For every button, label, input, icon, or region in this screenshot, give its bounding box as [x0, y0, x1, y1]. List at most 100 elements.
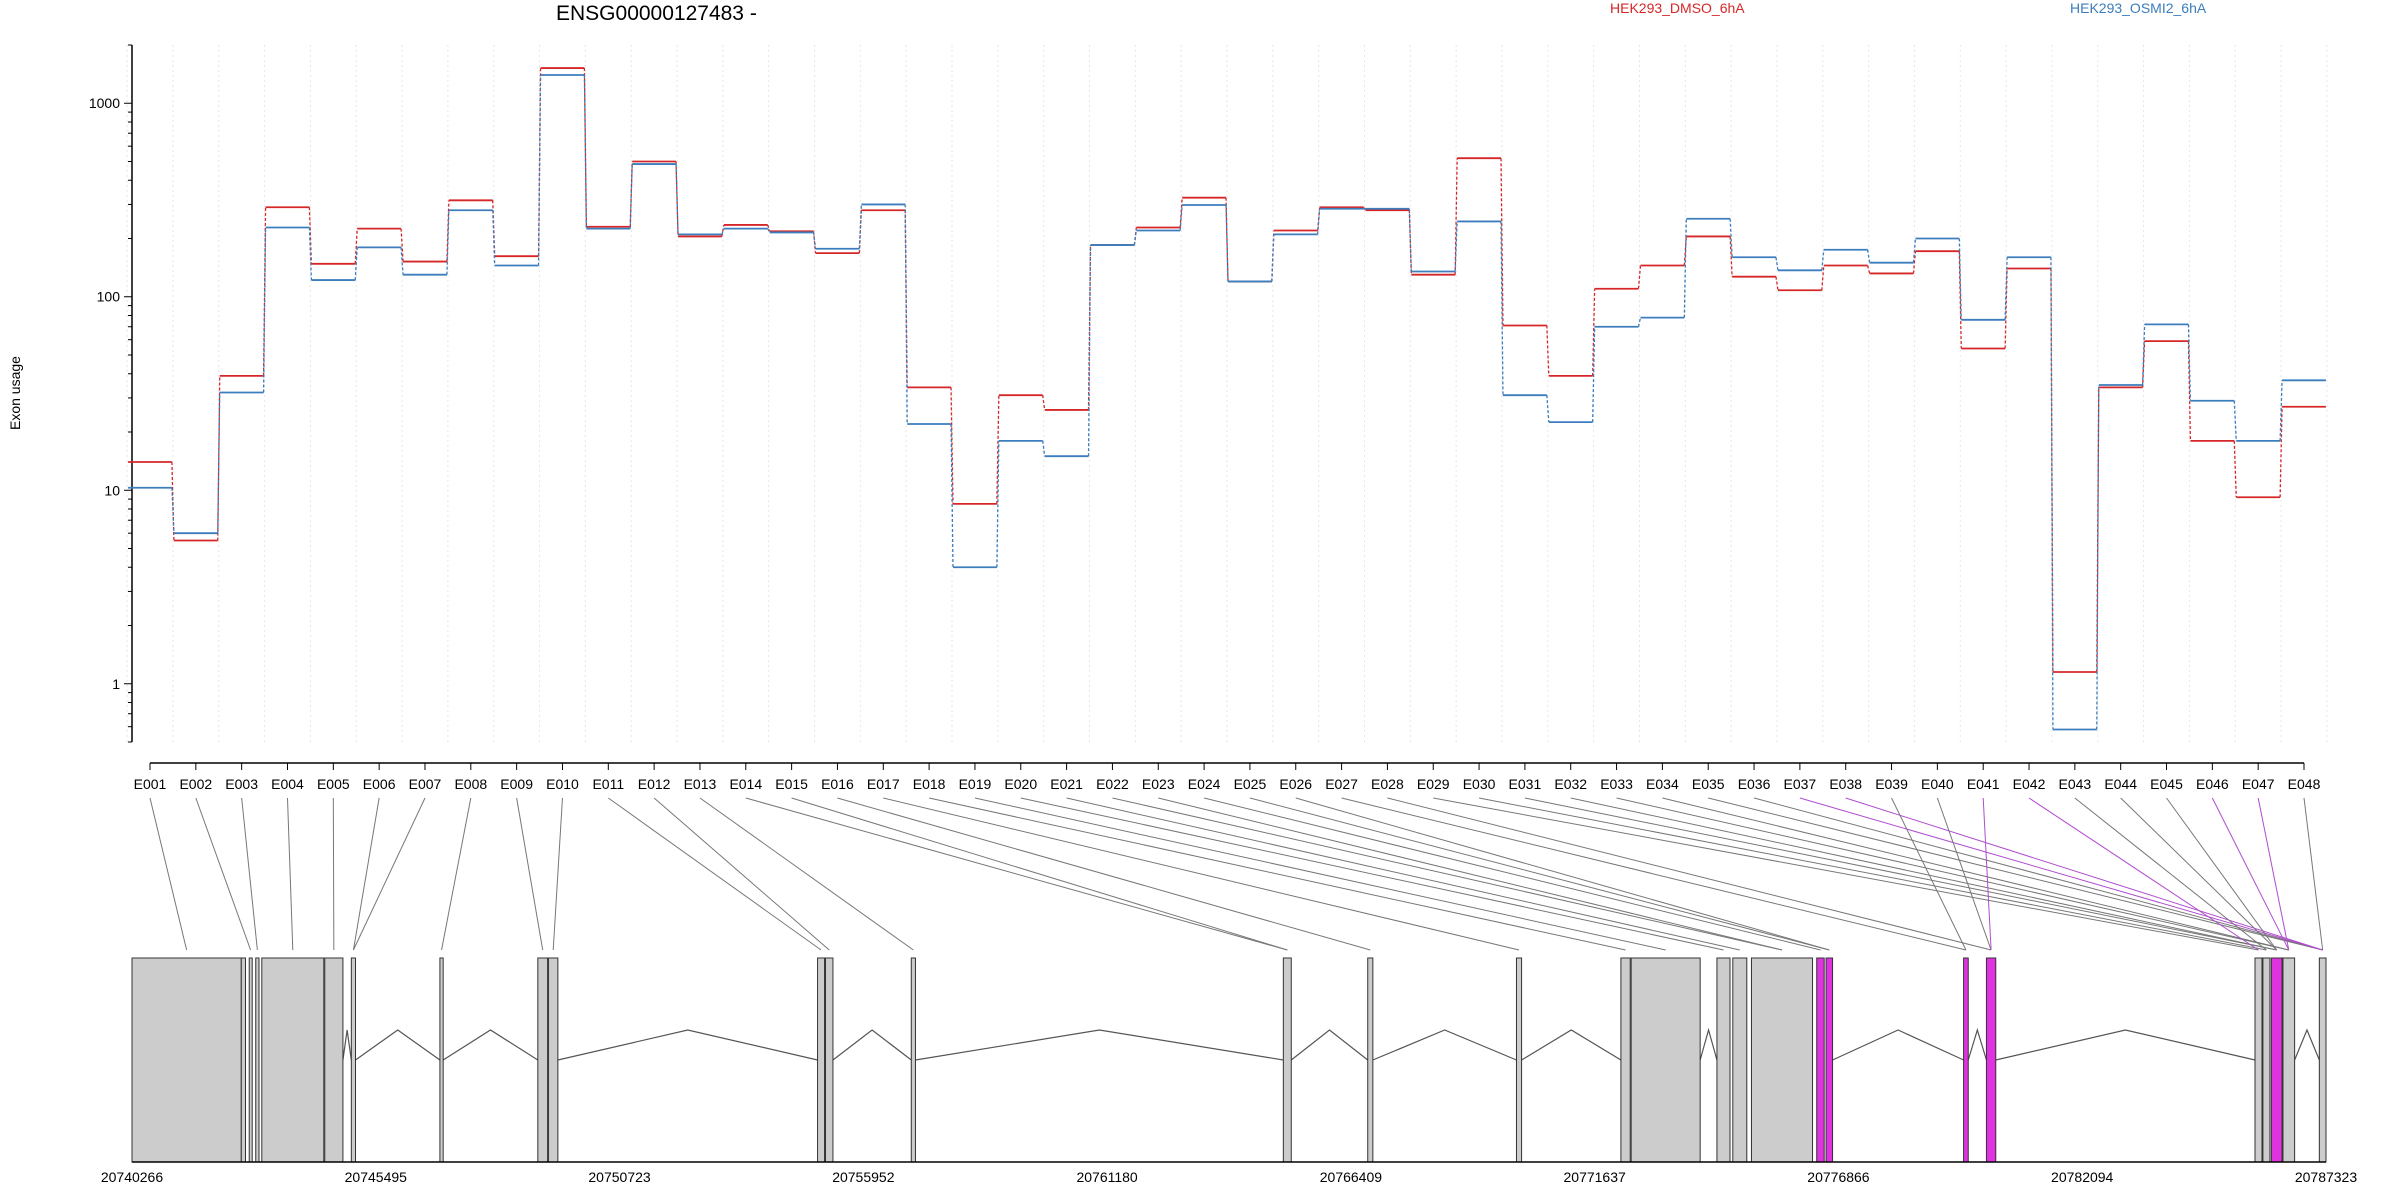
x-tick-label-E032: E032	[1554, 776, 1587, 792]
series-1-riser	[1225, 204, 1229, 282]
connector-E012	[653, 797, 830, 951]
intron	[1699, 1027, 1718, 1061]
connector-E003	[241, 797, 258, 951]
exon-block	[1367, 957, 1374, 1163]
genomic-coord-label: 20776866	[1807, 1169, 1870, 1185]
legend-dmso: HEK293_DMSO_6hA	[1610, 0, 1745, 16]
exon-block	[261, 957, 325, 1163]
exon-block	[324, 957, 344, 1163]
x-tick-label-E038: E038	[1829, 776, 1862, 792]
x-tick-label-E003: E003	[225, 776, 258, 792]
x-tick-label-E031: E031	[1509, 776, 1542, 792]
series-0-riser	[950, 387, 954, 504]
series-1-riser	[446, 210, 450, 275]
connector-E040	[1936, 797, 1992, 951]
intron	[832, 1029, 912, 1061]
connector-E033	[1616, 797, 2289, 951]
intron	[1995, 1029, 2256, 1061]
series-0-riser	[1821, 265, 1825, 291]
x-tick-label-E029: E029	[1417, 776, 1450, 792]
connector-E045	[2166, 797, 2278, 951]
connector-E034	[1662, 797, 2289, 951]
x-tick-label-E045: E045	[2150, 776, 2183, 792]
exon-block	[1282, 957, 1292, 1163]
exon-block	[350, 957, 357, 1163]
series-1-riser	[812, 232, 817, 249]
connector-E035	[1708, 797, 2323, 951]
exon-block	[1816, 957, 1825, 1163]
connector-E036	[1753, 797, 2323, 951]
series-1-riser	[171, 487, 175, 534]
x-tick-label-E018: E018	[913, 776, 946, 792]
series-0-riser	[2187, 341, 2192, 441]
series-1-riser	[262, 227, 267, 393]
x-tick-label-E024: E024	[1188, 776, 1221, 792]
connector-E002	[195, 797, 252, 951]
x-tick-label-E017: E017	[867, 776, 900, 792]
genomic-coord-label: 20787323	[2295, 1169, 2358, 1185]
series-1-riser	[1546, 395, 1550, 423]
x-tick-label-E040: E040	[1921, 776, 1954, 792]
genomic-coord-label: 20750723	[588, 1169, 651, 1185]
connector-E048	[2303, 797, 2324, 951]
series-1-riser	[2187, 324, 2192, 401]
x-tick-label-E036: E036	[1738, 776, 1771, 792]
legend-osmi2: HEK293_OSMI2_6hA	[2070, 0, 2207, 16]
exon-block	[548, 957, 559, 1163]
x-tick-label-E002: E002	[179, 776, 212, 792]
series-0-riser	[812, 231, 817, 254]
connector-E038	[1845, 797, 2323, 951]
connector-E015	[791, 797, 1288, 951]
series-1-riser	[1454, 221, 1458, 272]
connector-E032	[1570, 797, 2277, 951]
connector-E042	[2028, 797, 2259, 951]
connector-E029	[1433, 797, 2259, 951]
connector-E011	[608, 797, 822, 951]
y-tick-label: 1000	[89, 95, 120, 111]
connector-E023	[1158, 797, 1783, 951]
series-0-riser	[675, 161, 679, 237]
connector-E020	[1020, 797, 1724, 951]
connector-E013	[699, 797, 914, 951]
genomic-coord-label: 20740266	[101, 1169, 164, 1185]
exon-block	[1963, 957, 1969, 1163]
connector-E009	[516, 797, 544, 951]
x-tick-label-E016: E016	[821, 776, 854, 792]
x-tick-label-E035: E035	[1692, 776, 1725, 792]
series-0-riser	[354, 228, 358, 264]
series-1-riser	[1683, 218, 1687, 318]
connector-E044	[2120, 797, 2278, 951]
connector-E025	[1249, 797, 1830, 951]
connector-E017	[883, 797, 1520, 951]
series-1-riser	[217, 392, 221, 534]
x-tick-label-E009: E009	[500, 776, 533, 792]
series-1-riser	[2233, 400, 2237, 441]
connector-E010	[552, 797, 563, 951]
series-0-riser	[1042, 395, 1046, 411]
series-1-riser	[950, 423, 954, 568]
intron	[1832, 1029, 1964, 1061]
x-tick-label-E015: E015	[775, 776, 808, 792]
series-1-riser	[721, 228, 725, 235]
x-tick-label-E010: E010	[546, 776, 579, 792]
x-tick-label-E022: E022	[1096, 776, 1129, 792]
x-tick-label-E043: E043	[2059, 776, 2092, 792]
intron	[1290, 1029, 1369, 1061]
intron	[915, 1029, 1284, 1061]
series-1-riser	[1821, 249, 1825, 271]
x-tick-label-E027: E027	[1325, 776, 1358, 792]
x-tick-label-E025: E025	[1234, 776, 1267, 792]
series-1-riser	[675, 164, 679, 235]
x-tick-label-E044: E044	[2104, 776, 2137, 792]
genomic-coord-label: 20771637	[1564, 1169, 1627, 1185]
series-1-riser	[1179, 204, 1183, 231]
series-1-riser	[354, 247, 358, 281]
intron	[1967, 1027, 1988, 1061]
connector-E006	[352, 797, 380, 951]
series-1-riser	[2004, 257, 2008, 320]
series-1-riser	[1500, 221, 1504, 396]
x-tick-label-E021: E021	[1050, 776, 1083, 792]
x-tick-label-E001: E001	[134, 776, 167, 792]
series-0-riser	[1225, 197, 1229, 282]
exon-block	[1825, 957, 1834, 1163]
